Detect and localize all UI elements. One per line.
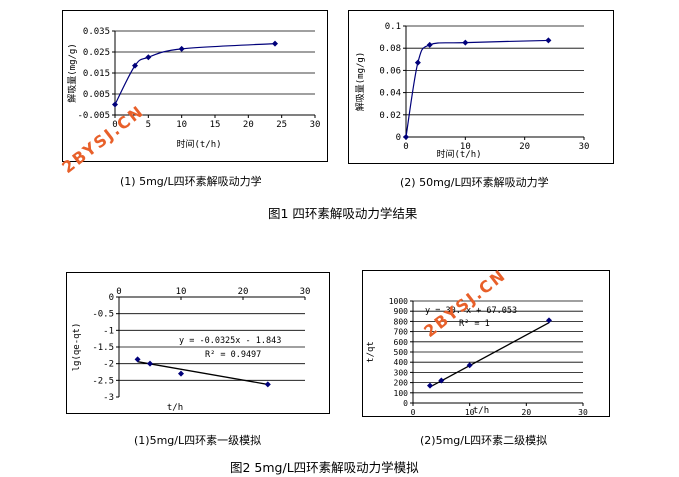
x-axis-label: 时间(t/h) xyxy=(176,138,221,150)
chart-2-panel: 0 0.02 0.04 0.06 0.08 0.1 0 10 20 30 时间(t/h) 解吸量(mg… xyxy=(348,10,614,164)
y-axis-label: lg(qe-qt) xyxy=(72,323,82,372)
chart-3-panel: 0 -0.5 -1 -1.5 -2 -2.5 -3 0 10 20 30 t/h lg(qe-qt) y … xyxy=(66,272,330,414)
y-axis-label: 解吸量(mg/g) xyxy=(354,52,366,112)
y-tick-label: 0.035 xyxy=(83,27,110,37)
x-tick-label: 10 xyxy=(460,142,471,152)
data-point xyxy=(546,317,552,324)
y-tick-label: 0.1 xyxy=(385,22,401,32)
data-point xyxy=(545,37,552,44)
y-axis-label: t/qt xyxy=(366,341,376,363)
equation-annotation: R² = 0.9497 xyxy=(205,350,261,360)
y-axis-label: 解吸量(mg/g) xyxy=(66,43,78,103)
trendline xyxy=(137,361,268,386)
caption-4: (2)5mg/L四环素二级模拟 xyxy=(420,434,548,447)
y-tick-label: 400 xyxy=(394,358,409,367)
x-tick-label: 10 xyxy=(465,408,475,416)
y-tick-label: -3 xyxy=(103,393,114,403)
y-tick-label: -1.5 xyxy=(92,343,114,353)
y-tick-label: 0.04 xyxy=(379,89,401,99)
figure-1-title: 图1 四环素解吸动力学结果 xyxy=(268,206,418,221)
x-axis-label: t/h xyxy=(167,403,183,413)
data-point xyxy=(132,62,138,69)
y-tick-label: 0 xyxy=(109,293,114,303)
y-tick-label: 300 xyxy=(394,368,409,377)
y-tick-label: -2.5 xyxy=(92,376,114,386)
caption-3: (1)5mg/L四环素一级模拟 xyxy=(134,434,262,447)
x-tick-label: 0 xyxy=(112,120,117,130)
x-tick-label: 30 xyxy=(579,142,590,152)
series-line xyxy=(405,39,549,138)
data-point xyxy=(145,54,152,61)
y-tick-label: 0.02 xyxy=(379,111,401,121)
y-tick-label: 0 xyxy=(403,399,408,408)
data-point xyxy=(112,101,118,108)
x-tick-label: 20 xyxy=(238,287,249,297)
y-tick-label: 100 xyxy=(394,389,409,398)
y-tick-label: 0.005 xyxy=(83,90,110,100)
caption-1: (1) 5mg/L四环素解吸动力学 xyxy=(120,175,262,188)
x-tick-label: 30 xyxy=(578,408,588,416)
equation-annotation: R² = 1 xyxy=(459,319,490,329)
y-tick-label: 200 xyxy=(394,379,409,388)
data-point xyxy=(178,370,184,377)
y-tick-label: 600 xyxy=(394,338,409,347)
equation-annotation: y = 30. x + 67.053 xyxy=(425,306,517,316)
data-point xyxy=(134,356,141,363)
y-tick-label: 800 xyxy=(394,317,409,326)
data-point xyxy=(147,360,153,367)
x-tick-label: 30 xyxy=(300,287,311,297)
data-point xyxy=(466,362,473,369)
chart-3-first-order-fit: 0 -0.5 -1 -1.5 -2 -2.5 -3 0 10 20 30 t/h lg(qe-qt) y … xyxy=(72,287,311,413)
x-tick-label: 0 xyxy=(116,287,121,297)
y-tick-label: 0.06 xyxy=(379,66,401,76)
y-tick-label: 0.025 xyxy=(83,48,110,58)
x-tick-label: 15 xyxy=(210,120,221,130)
data-point xyxy=(178,45,185,52)
data-point xyxy=(438,377,445,384)
chart-4-panel: 0 100 200 300 400 500 600 700 800 900 1000 0 10 20 30 t… xyxy=(362,270,610,417)
y-tick-label: 500 xyxy=(394,348,409,357)
trendline xyxy=(429,322,550,388)
x-tick-label: 5 xyxy=(146,120,151,130)
data-point xyxy=(264,381,271,388)
data-point xyxy=(272,40,278,47)
figure-2-title: 图2 5mg/L四环素解吸动力学模拟 xyxy=(230,460,419,475)
data-point xyxy=(414,59,421,66)
x-tick-label: 10 xyxy=(176,120,187,130)
chart-1-desorption-5mg: -0.005 0.005 0.015 0.025 0.035 0 5 10 15 20 25 30 时间… xyxy=(66,27,321,150)
x-tick-label: 30 xyxy=(310,120,321,130)
x-tick-label: 0 xyxy=(411,408,416,416)
y-tick-label: 0 xyxy=(396,133,401,143)
x-axis-label: 时间(t/h) xyxy=(436,148,481,160)
y-tick-label: -1 xyxy=(103,326,114,336)
data-point xyxy=(403,134,409,140)
x-tick-label: 20 xyxy=(522,408,532,416)
y-tick-label: -2 xyxy=(103,360,114,370)
equation-annotation: y = -0.0325x - 1.843 xyxy=(179,336,281,346)
x-tick-label: 20 xyxy=(243,120,254,130)
x-tick-label: 10 xyxy=(176,287,187,297)
x-tick-label: 20 xyxy=(519,142,530,152)
chart-1-panel: -0.005 0.005 0.015 0.025 0.035 0 5 10 15 20 25 30 时间… xyxy=(62,10,328,162)
y-tick-label: -0.5 xyxy=(92,310,114,320)
series-line xyxy=(114,43,276,105)
chart-2-desorption-50mg: 0 0.02 0.04 0.06 0.08 0.1 0 10 20 30 时间(t/h) 解吸量(mg… xyxy=(354,22,590,160)
y-tick-label: 0.08 xyxy=(379,44,401,54)
data-point xyxy=(462,39,469,46)
y-tick-label: 700 xyxy=(394,328,409,337)
caption-2: (2) 50mg/L四环素解吸动力学 xyxy=(400,176,549,189)
x-tick-label: 0 xyxy=(403,142,408,152)
x-tick-label: 25 xyxy=(276,120,287,130)
x-axis-label: t/h xyxy=(473,406,489,416)
data-point xyxy=(426,41,433,48)
y-tick-label: 1000 xyxy=(389,297,408,306)
y-tick-label: -0.005 xyxy=(77,111,110,121)
y-tick-label: 0.015 xyxy=(83,69,110,79)
data-point xyxy=(427,382,433,389)
y-tick-label: 900 xyxy=(394,307,409,316)
